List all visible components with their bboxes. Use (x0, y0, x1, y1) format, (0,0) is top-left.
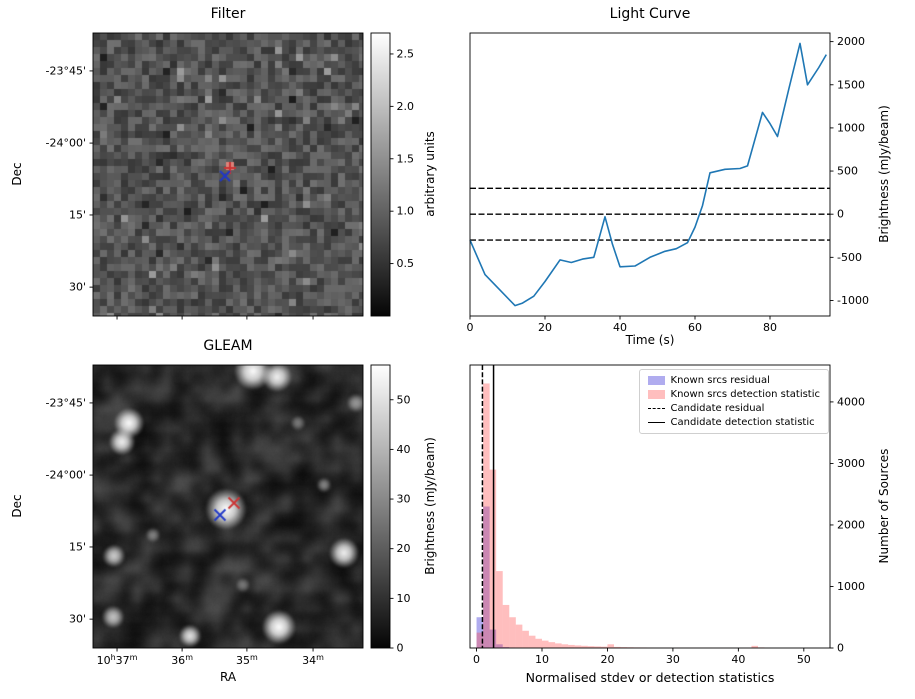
svg-text:3000: 3000 (837, 457, 865, 470)
svg-text:500: 500 (837, 165, 858, 178)
svg-text:-24°00': -24°00' (46, 469, 87, 482)
svg-text:50: 50 (397, 393, 411, 406)
svg-text:80: 80 (763, 321, 777, 334)
svg-text:0: 0 (837, 642, 844, 655)
gleam-image (93, 365, 363, 648)
svg-text:2.5: 2.5 (397, 47, 415, 60)
svg-text:1000: 1000 (837, 580, 865, 593)
svg-text:0.5: 0.5 (397, 257, 415, 270)
legend-entry: Candidate residual (647, 403, 820, 414)
gleam-colorbar-label: Brightness (mJy/beam) (423, 437, 437, 575)
legend-line-swatch (647, 408, 665, 409)
svg-text:30': 30' (69, 613, 86, 626)
light-curve-xlabel: Time (s) (625, 333, 675, 347)
svg-text:0: 0 (467, 321, 474, 334)
histogram-ylabel: Number of Sources (877, 448, 891, 564)
svg-text:50: 50 (797, 653, 811, 666)
svg-text:-1000: -1000 (837, 294, 869, 307)
svg-text:2000: 2000 (837, 35, 865, 48)
svg-text:40: 40 (613, 321, 627, 334)
svg-text:30: 30 (397, 493, 411, 506)
svg-text:15': 15' (69, 208, 86, 221)
svg-text:2000: 2000 (837, 518, 865, 531)
svg-text:-24°00': -24°00' (46, 137, 87, 150)
legend-patch-swatch (647, 390, 665, 399)
svg-text:1.5: 1.5 (397, 152, 415, 165)
svg-text:40: 40 (397, 443, 411, 456)
filter-image (93, 33, 363, 316)
svg-text:1500: 1500 (837, 78, 865, 91)
svg-text:2.0: 2.0 (397, 100, 415, 113)
svg-text:-23°45': -23°45' (46, 64, 87, 77)
legend-entry: Known srcs residual (647, 375, 820, 386)
svg-text:10h37m: 10h37m (97, 653, 138, 667)
histogram-legend: Known srcs residual Known srcs detection … (638, 369, 829, 434)
svg-text:4000: 4000 (837, 395, 865, 408)
legend-label: Known srcs detection statistic (670, 389, 820, 400)
svg-text:60: 60 (688, 321, 702, 334)
svg-text:30': 30' (69, 281, 86, 294)
svg-text:0: 0 (837, 208, 844, 221)
svg-text:30: 30 (666, 653, 680, 666)
svg-text:40: 40 (731, 653, 745, 666)
svg-text:35m: 35m (236, 653, 258, 667)
svg-text:-500: -500 (837, 251, 862, 264)
svg-text:20: 20 (397, 542, 411, 555)
legend-patch-swatch (647, 376, 665, 385)
svg-text:36m: 36m (171, 653, 193, 667)
filter-ylabel: Dec (10, 162, 24, 186)
svg-text:20: 20 (600, 653, 614, 666)
legend-label: Candidate residual (670, 403, 765, 414)
svg-text:10: 10 (535, 653, 549, 666)
histogram-xlabel: Normalised stdev or detection statistics (525, 670, 775, 685)
svg-text:1000: 1000 (837, 121, 865, 134)
filter-colorbar-label: arbitrary units (423, 131, 437, 217)
svg-text:-23°45': -23°45' (46, 396, 87, 409)
svg-text:0: 0 (397, 642, 404, 655)
filter-title: Filter (210, 6, 246, 22)
legend-label: Known srcs residual (670, 375, 770, 386)
svg-text:20: 20 (538, 321, 552, 334)
gleam-title: GLEAM (203, 338, 253, 354)
svg-text:15': 15' (69, 540, 86, 553)
legend-entry: Known srcs detection statistic (647, 389, 820, 400)
legend-label: Candidate detection statistic (670, 417, 815, 428)
legend-entry: Candidate detection statistic (647, 417, 820, 428)
light-curve-ylabel: Brightness (mJy/beam) (877, 105, 891, 243)
svg-text:0: 0 (473, 653, 480, 666)
light-curve-title: Light Curve (609, 6, 691, 22)
gleam-ylabel: Dec (10, 494, 24, 518)
svg-text:34m: 34m (302, 653, 324, 667)
legend-line-swatch (647, 422, 665, 423)
gleam-xlabel: RA (219, 670, 237, 684)
svg-text:10: 10 (397, 592, 411, 605)
svg-text:1.0: 1.0 (397, 205, 415, 218)
